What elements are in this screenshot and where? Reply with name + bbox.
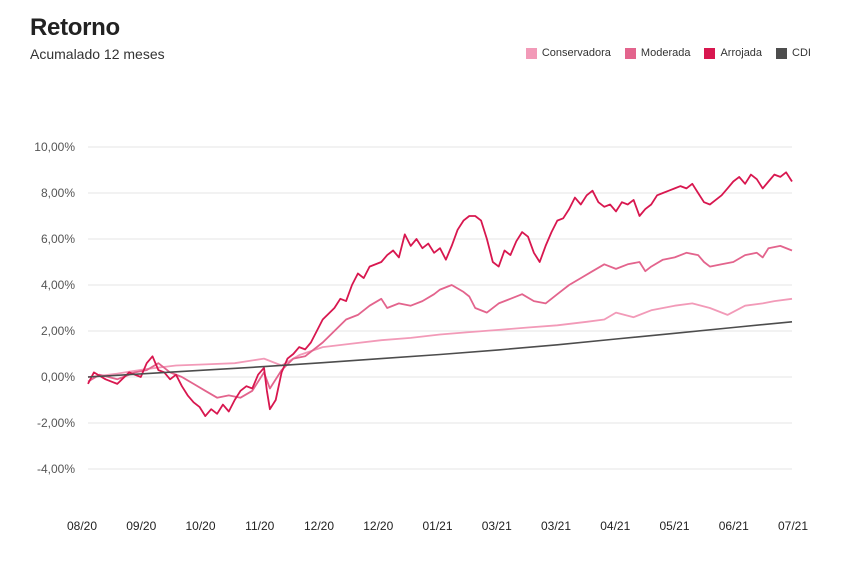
legend: Conservadora Moderada Arrojada CDI xyxy=(525,47,811,59)
legend-label-conservadora: Conservadora xyxy=(541,47,611,59)
legend-label-cdi: CDI xyxy=(792,47,811,59)
y-tick-label: -4,00% xyxy=(37,462,75,476)
chart-subtitle: Acumalado 12 meses xyxy=(30,46,165,62)
x-tick-label: 12/20 xyxy=(363,519,393,533)
x-tick-label: 01/21 xyxy=(422,519,452,533)
legend-label-moderada: Moderada xyxy=(640,47,691,59)
legend-swatch-arrojada xyxy=(704,47,716,59)
x-axis: 08/20 09/20 10/20 11/20 12/20 12/20 01/21 03/21… xyxy=(67,519,808,533)
series-line-cdi xyxy=(87,321,793,378)
series-line-conservadora xyxy=(87,297,793,378)
x-tick-label: 04/21 xyxy=(600,519,630,533)
legend-swatch-cdi xyxy=(776,47,788,59)
x-tick-label: 06/21 xyxy=(719,519,749,533)
y-tick-label: 10,00% xyxy=(34,140,75,154)
x-tick-label: 10/20 xyxy=(185,519,215,533)
legend-item-arrojada[interactable]: Arrojada xyxy=(704,47,762,59)
legend-item-conservadora[interactable]: Conservadora xyxy=(525,47,611,59)
x-tick-label: 05/21 xyxy=(659,519,689,533)
legend-swatch-conservadora xyxy=(525,47,537,59)
y-tick-label: 4,00% xyxy=(41,278,75,292)
x-tick-label: 12/20 xyxy=(304,519,334,533)
legend-label-arrojada: Arrojada xyxy=(720,47,763,59)
x-tick-label: 03/21 xyxy=(482,519,512,533)
y-tick-label: 2,00% xyxy=(41,324,75,338)
legend-swatch-moderada xyxy=(624,47,636,59)
x-tick-label: 07/21 xyxy=(778,519,808,533)
x-tick-label: 11/20 xyxy=(245,519,274,533)
legend-item-moderada[interactable]: Moderada xyxy=(624,47,691,59)
chart-title: Retorno xyxy=(30,14,120,41)
x-tick-label: 08/20 xyxy=(67,519,97,533)
series-line-moderada xyxy=(87,245,793,399)
series-line-arrojada xyxy=(87,171,793,417)
y-axis: -4,00% -2,00% 0,00% 2,00% 4,00% 6,00% 8,00% 10,… xyxy=(34,140,75,476)
y-tick-label: 8,00% xyxy=(41,186,75,200)
x-tick-label: 09/20 xyxy=(126,519,156,533)
y-tick-label: 6,00% xyxy=(41,232,75,246)
y-tick-label: 0,00% xyxy=(41,370,75,384)
legend-item-cdi[interactable]: CDI xyxy=(776,47,811,59)
series-lines xyxy=(87,171,793,417)
x-tick-label: 03/21 xyxy=(541,519,571,533)
y-tick-label: -2,00% xyxy=(37,416,75,430)
grid xyxy=(88,146,792,470)
